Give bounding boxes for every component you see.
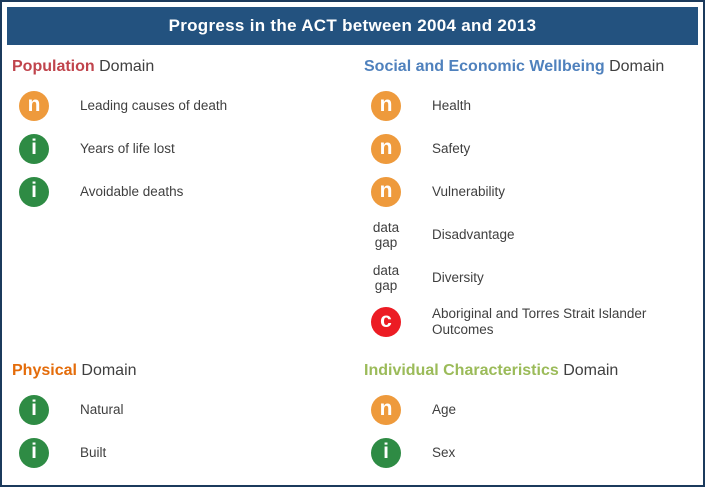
domain-name: Physical	[12, 362, 77, 379]
improvement-icon: i	[19, 134, 49, 164]
no-change-icon: n	[371, 395, 401, 425]
domain-suffix: Domain	[81, 362, 137, 379]
list-item: n Vulnerability	[364, 177, 697, 207]
domain-physical: Physical Domain i Natural i Built	[10, 361, 362, 481]
domain-social-economic-wellbeing: Social and Economic Wellbeing Domain n H…	[362, 57, 697, 351]
data-gap-indicator: data gap	[372, 220, 400, 250]
list-item: n Age	[364, 395, 697, 425]
item-label: Diversity	[432, 270, 484, 285]
no-change-icon: n	[371, 91, 401, 121]
data-gap-indicator: data gap	[372, 263, 400, 293]
domain-suffix: Domain	[563, 362, 619, 379]
domain-heading: Individual Characteristics Domain	[364, 361, 697, 381]
list-item: i Built	[12, 438, 362, 468]
domain-name: Population	[12, 58, 95, 75]
no-change-icon: n	[371, 134, 401, 164]
no-change-icon: n	[371, 177, 401, 207]
list-item: n Health	[364, 91, 697, 121]
no-change-icon: n	[19, 91, 49, 121]
item-label: Age	[432, 402, 457, 417]
item-label: Vulnerability	[432, 184, 506, 199]
improvement-icon: i	[19, 395, 49, 425]
item-label: Leading causes of death	[80, 98, 228, 113]
item-label: Aboriginal and Torres Strait Islander Ou…	[432, 306, 647, 337]
domain-suffix: Domain	[609, 58, 665, 75]
domain-suffix: Domain	[99, 58, 155, 75]
list-item: i Years of life lost	[12, 134, 362, 164]
domain-name: Social and Economic Wellbeing	[364, 58, 605, 75]
concern-icon: c	[371, 307, 401, 337]
improvement-icon: i	[19, 177, 49, 207]
item-label: Built	[80, 445, 107, 460]
item-label: Sex	[432, 445, 456, 460]
domain-name: Individual Characteristics	[364, 362, 559, 379]
domain-individual-characteristics: Individual Characteristics Domain n Age …	[362, 361, 697, 481]
list-item: data gap Disadvantage	[364, 220, 697, 250]
list-item: n Leading causes of death	[12, 91, 362, 121]
list-item: n Safety	[364, 134, 697, 164]
item-label: Disadvantage	[432, 227, 515, 242]
domain-heading: Population Domain	[12, 57, 362, 77]
improvement-icon: i	[19, 438, 49, 468]
item-label: Years of life lost	[80, 141, 175, 156]
domains-grid: Population Domain n Leading causes of de…	[2, 45, 703, 481]
title-bar: Progress in the ACT between 2004 and 201…	[7, 7, 698, 45]
list-item: data gap Diversity	[364, 263, 697, 293]
item-label: Safety	[432, 141, 471, 156]
item-label: Health	[432, 98, 472, 113]
item-label: Avoidable deaths	[80, 184, 184, 199]
domain-population: Population Domain n Leading causes of de…	[10, 57, 362, 351]
page-title: Progress in the ACT between 2004 and 201…	[168, 16, 537, 35]
list-item: i Avoidable deaths	[12, 177, 362, 207]
list-item: i Natural	[12, 395, 362, 425]
item-label: Natural	[80, 402, 124, 417]
domain-heading: Physical Domain	[12, 361, 362, 381]
improvement-icon: i	[371, 438, 401, 468]
list-item: c Aboriginal and Torres Strait Islander …	[364, 306, 697, 338]
domain-heading: Social and Economic Wellbeing Domain	[364, 57, 697, 77]
list-item: i Sex	[364, 438, 697, 468]
